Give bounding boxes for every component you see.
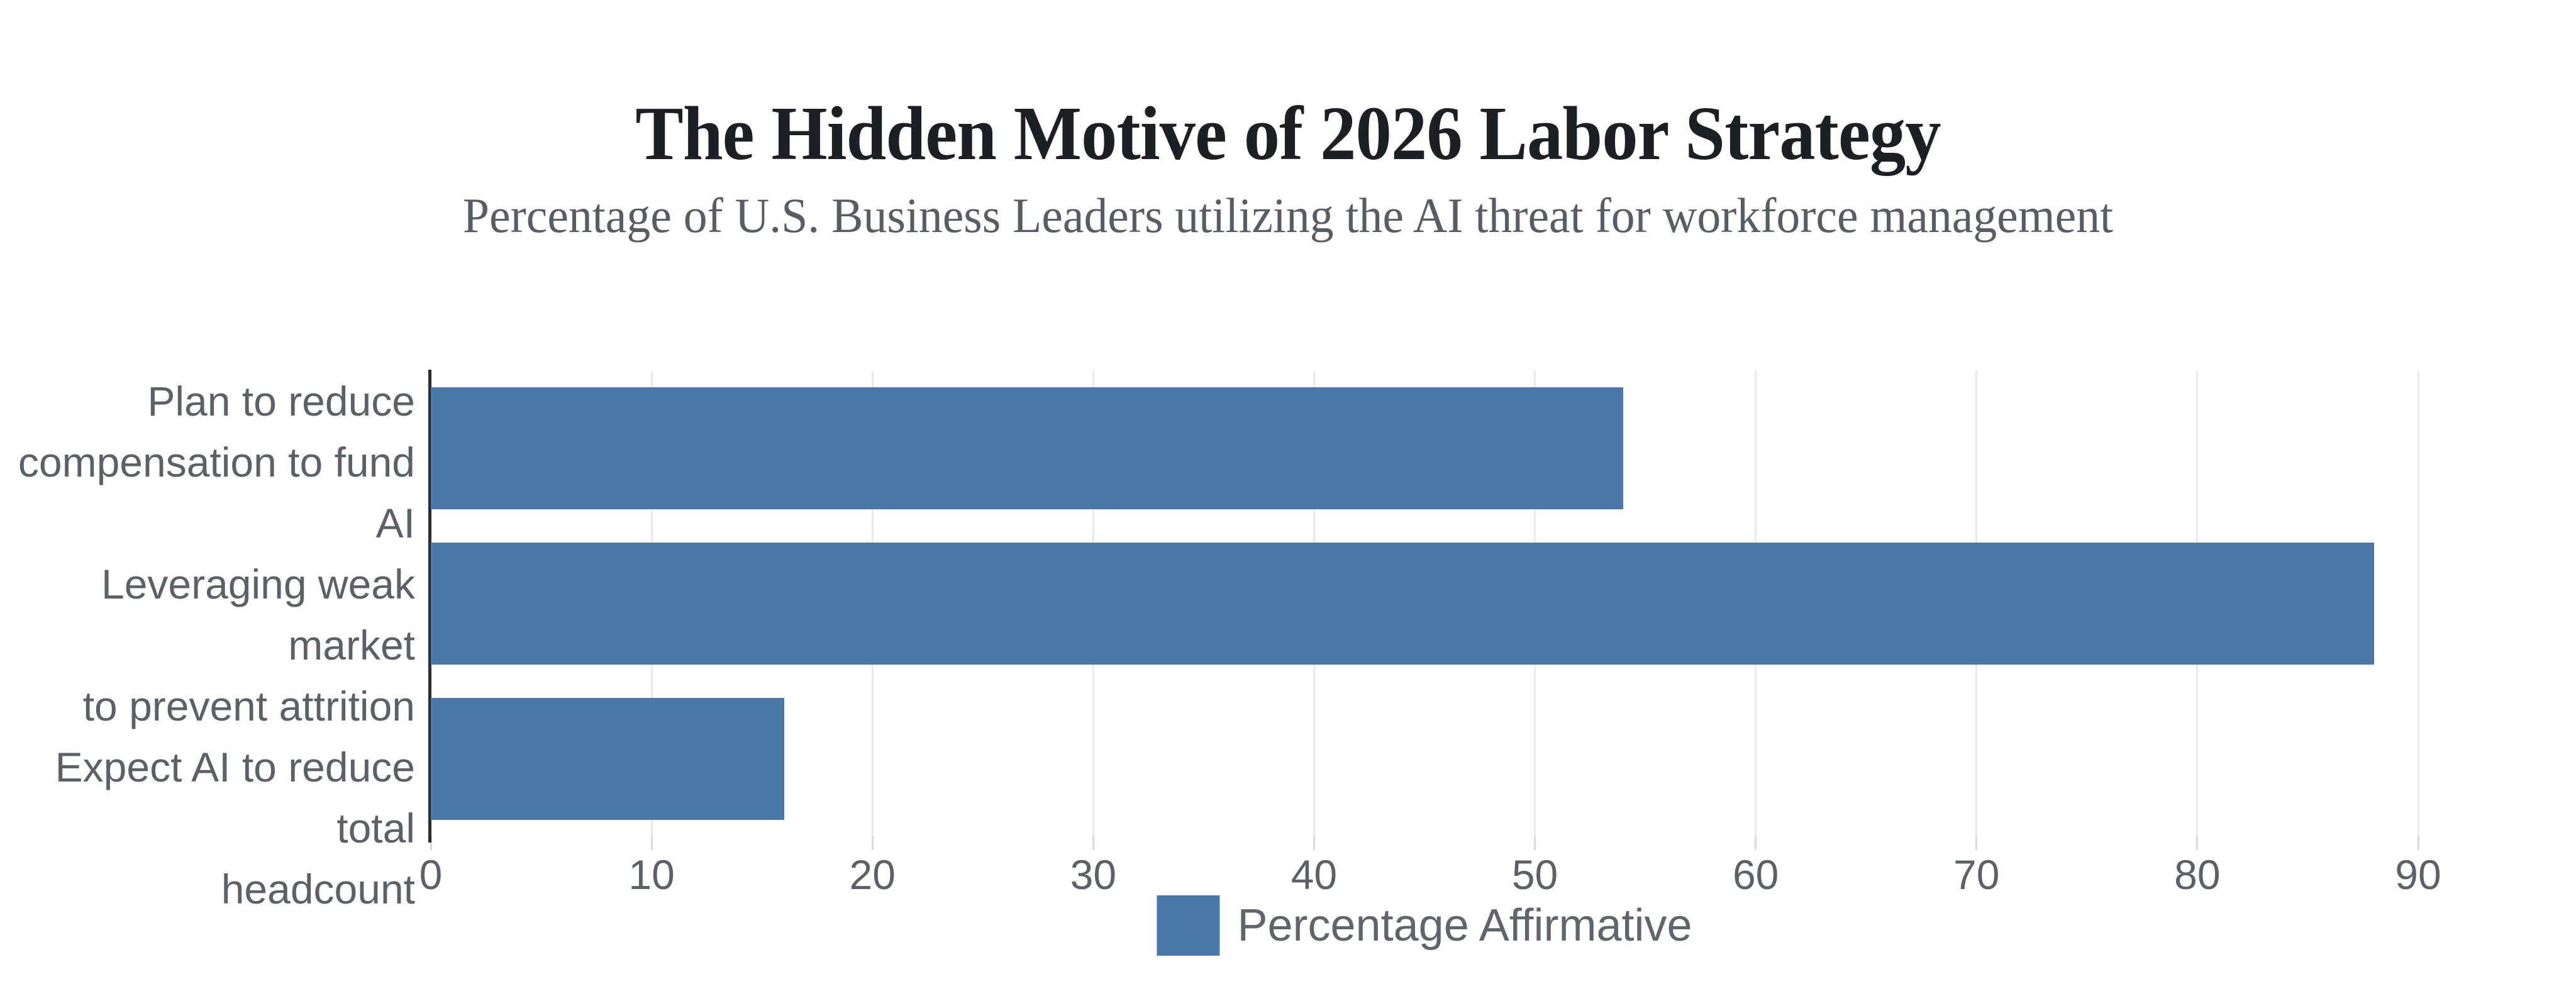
legend: Percentage Affirmative [1157,895,1692,956]
tick-mark-10 [650,836,653,850]
tick-mark-50 [1534,836,1536,850]
tick-mark-90 [2417,836,2419,850]
bar-weak-market [431,543,2374,665]
y-axis-domain-line [428,370,431,843]
y-axis-category-labels: Plan to reduce compensation to fund AI L… [0,371,415,912]
tick-mark-60 [1755,836,1757,850]
legend-swatch [1157,895,1220,956]
category-band: Expect AI to reduce total headcount [0,737,415,920]
category-label-compensation: Plan to reduce compensation to fund AI [18,378,415,546]
category-band: Leveraging weak market to prevent attrit… [0,554,415,737]
gridline-90 [2417,371,2419,836]
legend-label: Percentage Affirmative [1237,900,1692,951]
page-title: The Hidden Motive of 2026 Labor Strategy [635,91,1941,176]
x-tick-label-40: 40 [1291,851,1338,898]
tick-mark-0 [430,836,432,850]
x-tick-label-30: 30 [1070,851,1117,898]
category-band: Plan to reduce compensation to fund AI [0,371,415,554]
plot-area [428,370,2419,850]
x-tick-label-80: 80 [2174,851,2221,898]
category-label-headcount: Expect AI to reduce total headcount [55,744,415,912]
x-tick-label-10: 10 [628,851,675,898]
bar-band [431,371,2418,526]
bar-band [431,681,2418,836]
bars [431,371,2418,836]
category-label-weak-market: Leveraging weak market to prevent attrit… [82,561,415,729]
tick-mark-20 [871,836,874,850]
tick-mark-30 [1092,836,1094,850]
bar-compensation [431,387,1623,510]
tick-mark-40 [1313,836,1315,850]
x-tick-label-60: 60 [1732,851,1779,898]
bar-headcount [431,697,784,820]
x-tick-label-20: 20 [849,851,896,898]
page-subtitle: Percentage of U.S. Business Leaders util… [462,188,2114,243]
bar-band [431,526,2418,682]
tick-mark-70 [1975,836,1978,850]
tick-mark-80 [2196,836,2199,850]
x-tick-label-50: 50 [1511,851,1558,898]
x-tick-label-90: 90 [2395,851,2441,898]
x-tick-label-70: 70 [1953,851,2000,898]
x-tick-label-0: 0 [419,851,443,898]
